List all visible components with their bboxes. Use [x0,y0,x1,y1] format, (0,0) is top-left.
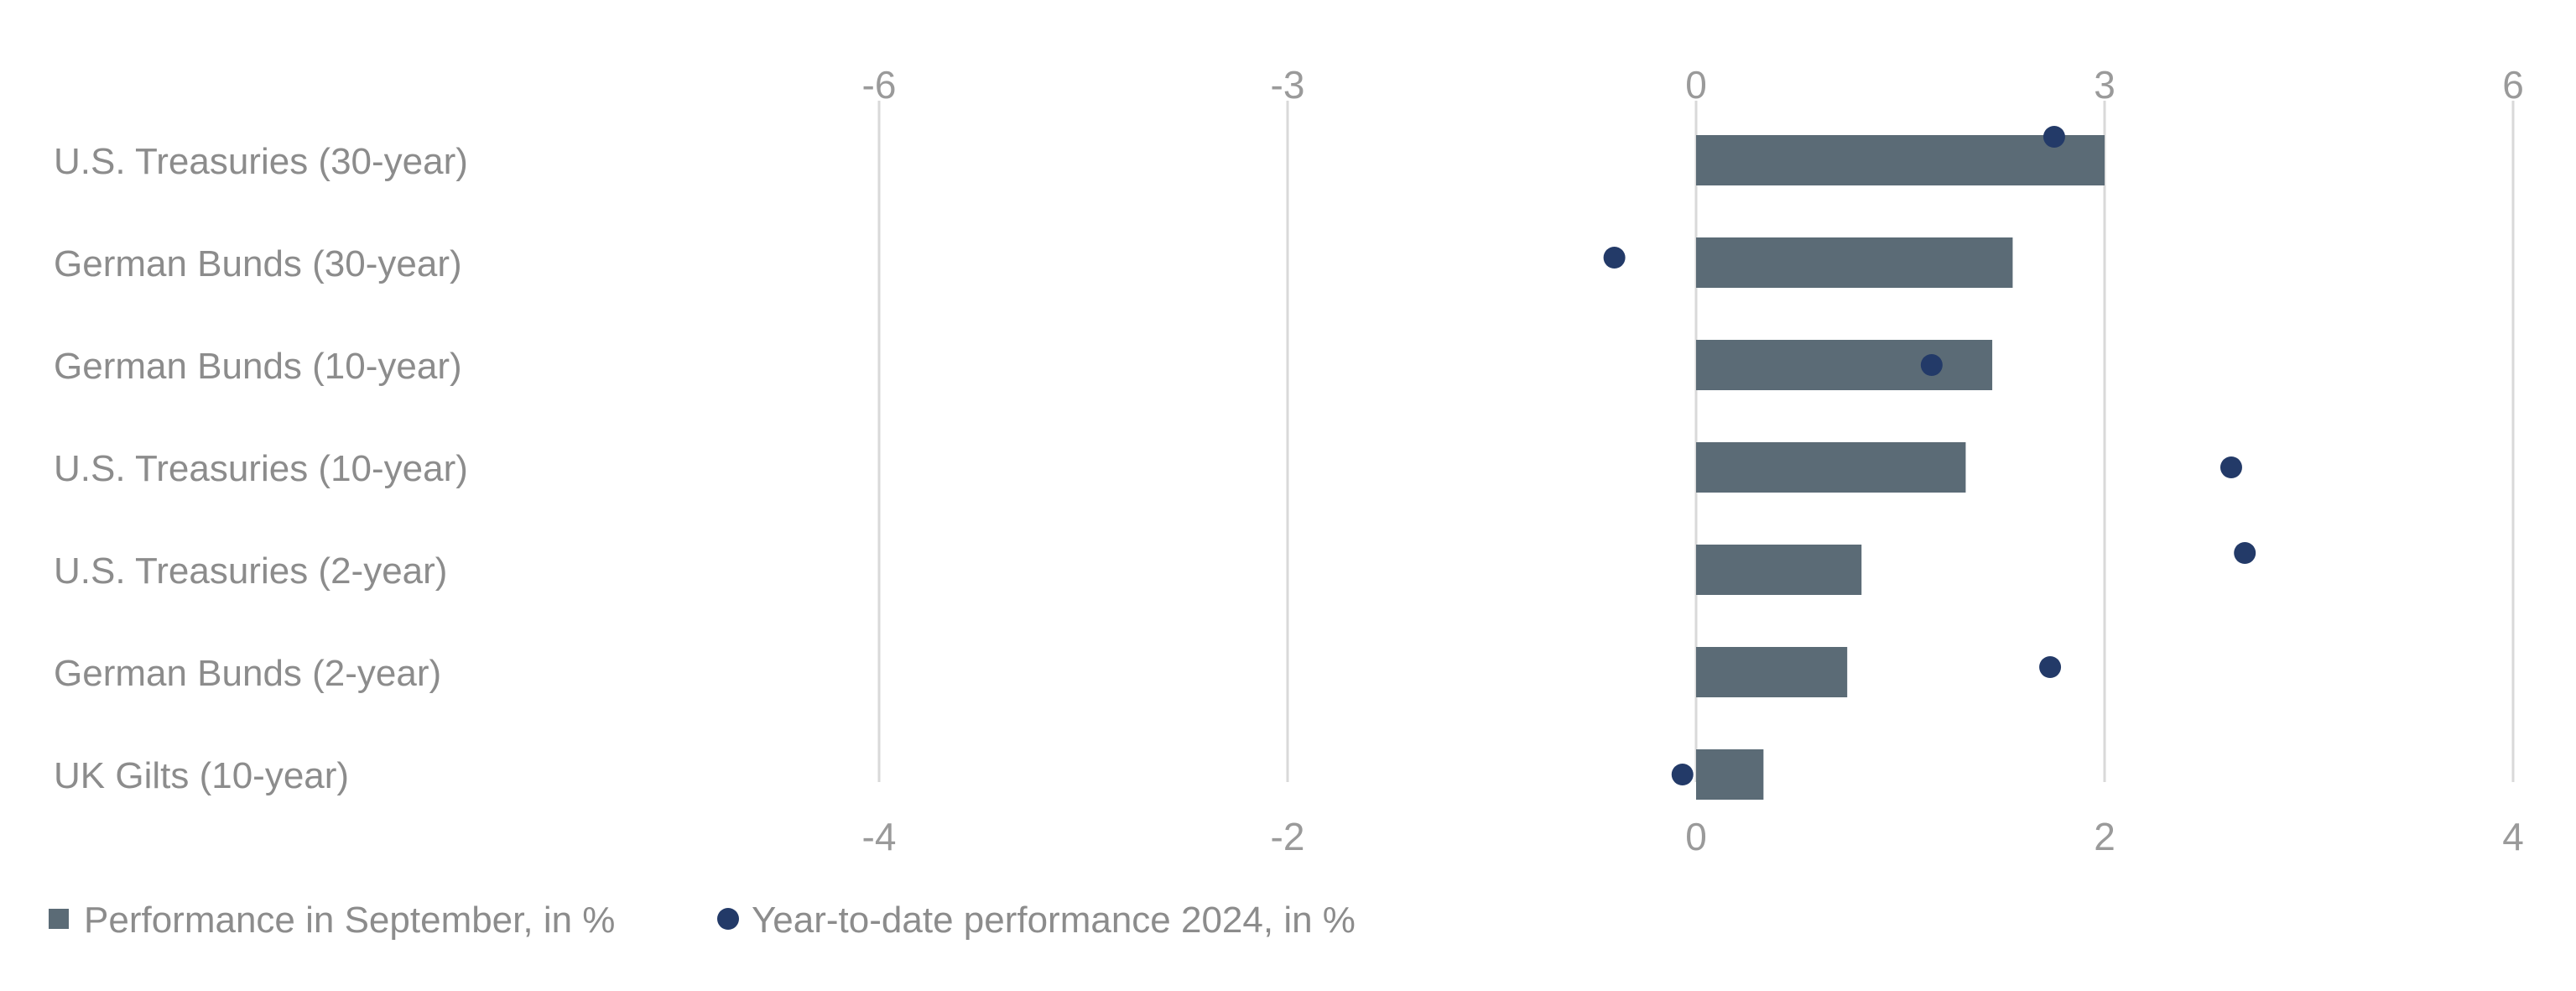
gridlines [877,101,2515,782]
category-labels: U.S. Treasuries (30-year) German Bunds (3… [54,141,468,796]
category-label: U.S. Treasuries (10-year) [54,448,468,489]
dot [2039,656,2062,678]
dot [2220,456,2242,478]
bar [1696,135,2105,185]
legend: Performance in September, in % Year-to-d… [49,900,1356,941]
legend-dot-label: Year-to-date performance 2024, in % [752,900,1356,941]
top-axis-tick-label: 6 [2502,63,2524,107]
bottom-axis-tick-label: -2 [1271,815,1305,858]
top-axis-tick-label: 3 [2094,63,2115,107]
top-axis-tick-label: -3 [1271,63,1305,107]
bar [1696,237,2013,288]
bar [1696,749,1764,800]
legend-bar-swatch [49,909,69,929]
dot [1671,764,1694,785]
bottom-axis-tick-label: 0 [1685,815,1707,858]
category-label: U.S. Treasuries (2-year) [54,550,447,592]
top-axis-ticks: -6 -3 0 3 6 [862,63,2524,107]
category-label: German Bunds (10-year) [54,346,462,387]
bar [1696,442,1966,493]
bottom-axis-tick-label: 4 [2502,815,2524,858]
dot [2234,542,2256,564]
bottom-axis-tick-label: 2 [2094,815,2115,858]
legend-dot-swatch [717,908,739,930]
bar [1696,545,1862,595]
bottom-axis-ticks: -4 -2 0 2 4 [862,815,2524,858]
bar [1696,647,1848,697]
category-label: UK Gilts (10-year) [54,755,349,796]
category-label: U.S. Treasuries (30-year) [54,141,468,182]
bar-series [1696,135,2105,800]
dot [2043,126,2065,148]
category-label: German Bunds (30-year) [54,243,462,284]
top-axis-tick-label: -6 [862,63,897,107]
category-label: German Bunds (2-year) [54,653,441,694]
bottom-axis-tick-label: -4 [862,815,897,858]
dot [1603,247,1626,269]
bar [1696,340,1993,390]
legend-bar-label: Performance in September, in % [84,900,615,941]
dot-series [1603,126,2256,785]
top-axis-tick-label: 0 [1685,63,1707,107]
dot [1920,354,1943,376]
